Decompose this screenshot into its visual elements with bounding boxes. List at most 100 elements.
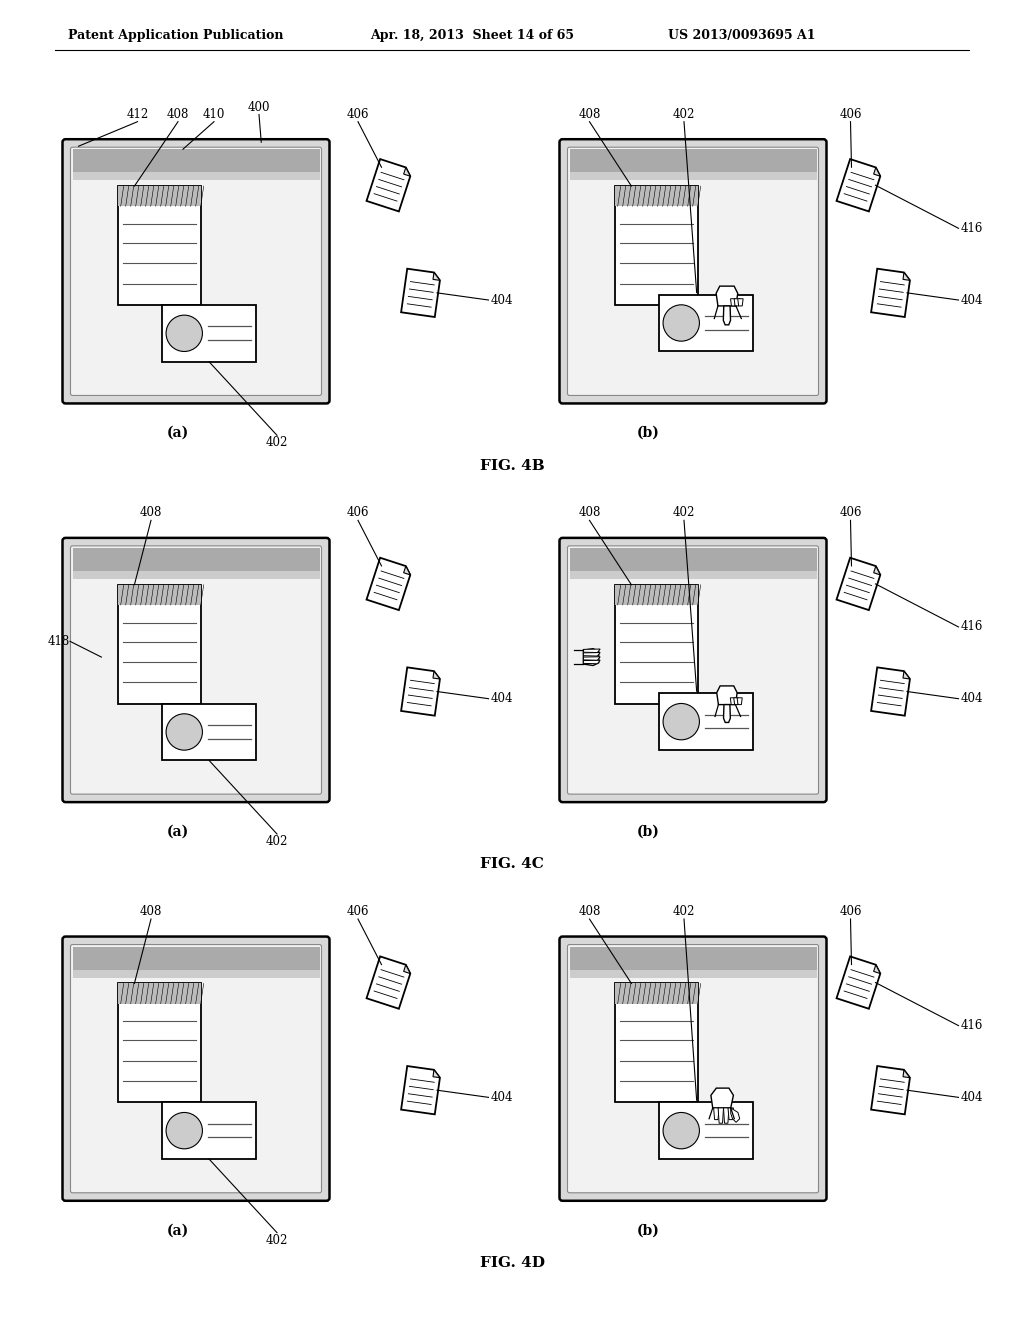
Text: (b): (b) xyxy=(637,825,659,838)
Text: (b): (b) xyxy=(637,1224,659,1237)
FancyBboxPatch shape xyxy=(62,537,330,803)
Bar xyxy=(118,585,202,704)
Bar xyxy=(569,970,816,978)
Text: (a): (a) xyxy=(167,426,189,440)
Text: 402: 402 xyxy=(673,108,695,120)
Text: 406: 406 xyxy=(347,108,370,120)
Circle shape xyxy=(166,714,203,750)
Circle shape xyxy=(664,305,699,341)
Polygon shape xyxy=(716,286,737,306)
Polygon shape xyxy=(837,957,881,1008)
FancyBboxPatch shape xyxy=(559,537,826,803)
Text: 408: 408 xyxy=(579,507,601,519)
Text: 416: 416 xyxy=(961,1019,983,1032)
Polygon shape xyxy=(737,698,742,705)
Polygon shape xyxy=(734,298,739,306)
Polygon shape xyxy=(724,1107,729,1123)
Text: 408: 408 xyxy=(579,108,601,120)
Polygon shape xyxy=(837,160,881,211)
Bar xyxy=(569,173,816,181)
Text: 408: 408 xyxy=(579,906,601,917)
Text: 408: 408 xyxy=(140,507,162,519)
FancyBboxPatch shape xyxy=(62,139,330,404)
Bar xyxy=(569,572,816,579)
Polygon shape xyxy=(584,649,600,652)
Bar xyxy=(118,585,202,605)
Circle shape xyxy=(166,1113,203,1148)
Bar xyxy=(162,1102,256,1159)
Bar xyxy=(569,149,816,173)
Circle shape xyxy=(664,704,699,739)
Polygon shape xyxy=(873,965,881,974)
FancyBboxPatch shape xyxy=(559,139,826,404)
Text: 400: 400 xyxy=(248,100,270,114)
Polygon shape xyxy=(731,1107,739,1122)
Polygon shape xyxy=(871,269,910,317)
Text: 406: 406 xyxy=(347,906,370,917)
Bar xyxy=(162,704,256,760)
FancyBboxPatch shape xyxy=(62,937,330,1201)
Text: 416: 416 xyxy=(961,620,983,634)
Text: 402: 402 xyxy=(266,1234,288,1246)
Bar xyxy=(569,548,816,572)
Polygon shape xyxy=(871,668,910,715)
Polygon shape xyxy=(871,1067,910,1114)
Text: 406: 406 xyxy=(840,108,862,120)
Text: (a): (a) xyxy=(167,825,189,838)
Polygon shape xyxy=(724,705,730,722)
Polygon shape xyxy=(714,1107,719,1119)
Bar xyxy=(73,946,319,970)
Bar xyxy=(659,1102,753,1159)
Polygon shape xyxy=(367,957,411,1008)
FancyBboxPatch shape xyxy=(567,546,818,795)
Polygon shape xyxy=(433,272,440,280)
Polygon shape xyxy=(873,566,881,576)
Bar xyxy=(614,983,698,1102)
Text: 418: 418 xyxy=(48,635,70,648)
Polygon shape xyxy=(584,648,599,665)
Bar xyxy=(569,946,816,970)
Text: 404: 404 xyxy=(961,293,983,306)
Text: 406: 406 xyxy=(840,507,862,519)
Text: 404: 404 xyxy=(961,692,983,705)
Bar xyxy=(118,983,202,1003)
Polygon shape xyxy=(723,306,730,325)
Polygon shape xyxy=(403,965,411,974)
Polygon shape xyxy=(728,1107,733,1119)
FancyBboxPatch shape xyxy=(567,148,818,396)
Text: 404: 404 xyxy=(961,1090,983,1104)
Polygon shape xyxy=(711,1088,733,1107)
Bar xyxy=(118,983,202,1102)
Polygon shape xyxy=(730,298,736,306)
FancyBboxPatch shape xyxy=(71,546,322,795)
FancyBboxPatch shape xyxy=(71,148,322,396)
Text: FIG. 4C: FIG. 4C xyxy=(480,857,544,871)
Polygon shape xyxy=(873,168,881,177)
Polygon shape xyxy=(433,1069,440,1077)
Text: FIG. 4D: FIG. 4D xyxy=(479,1257,545,1270)
Bar xyxy=(659,294,753,351)
FancyBboxPatch shape xyxy=(559,937,826,1201)
Bar xyxy=(73,572,319,579)
Polygon shape xyxy=(584,657,600,660)
Polygon shape xyxy=(718,1107,724,1123)
Text: 404: 404 xyxy=(490,293,513,306)
Polygon shape xyxy=(903,272,910,280)
Polygon shape xyxy=(433,671,440,678)
Polygon shape xyxy=(903,671,910,678)
Text: 404: 404 xyxy=(490,1090,513,1104)
Text: 406: 406 xyxy=(347,507,370,519)
Bar xyxy=(614,186,698,305)
FancyBboxPatch shape xyxy=(71,945,322,1193)
Text: 408: 408 xyxy=(167,108,189,120)
Bar xyxy=(614,186,698,206)
Text: 402: 402 xyxy=(673,507,695,519)
Bar xyxy=(73,548,319,572)
Text: 404: 404 xyxy=(490,692,513,705)
Polygon shape xyxy=(837,558,881,610)
Text: Apr. 18, 2013  Sheet 14 of 65: Apr. 18, 2013 Sheet 14 of 65 xyxy=(370,29,574,41)
Text: (b): (b) xyxy=(637,426,659,440)
Polygon shape xyxy=(403,566,411,576)
Circle shape xyxy=(664,1113,699,1148)
Text: 412: 412 xyxy=(126,108,148,120)
